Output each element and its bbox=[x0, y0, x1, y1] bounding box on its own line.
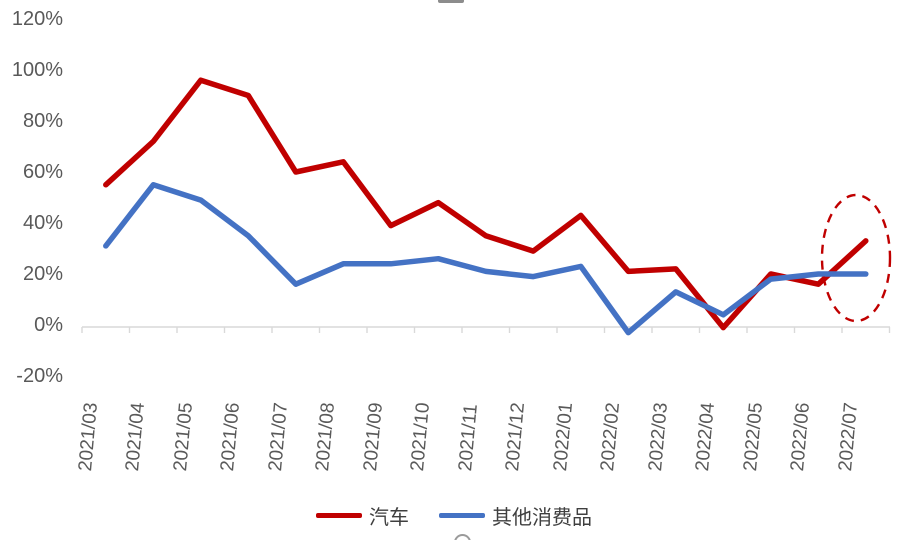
y-tick-label: 0% bbox=[34, 313, 63, 336]
y-tick-label: 20% bbox=[22, 262, 63, 285]
legend-line-sample-autos bbox=[316, 512, 362, 518]
legend: 汽车 其他消费品 bbox=[0, 501, 908, 529]
y-tick-label: 40% bbox=[22, 211, 63, 234]
series-line-other-consumer-goods bbox=[103, 182, 869, 336]
y-tick-label: 60% bbox=[22, 160, 63, 183]
legend-label-other-consumer-goods: 其他消费品 bbox=[492, 506, 592, 529]
x-axis-ticks bbox=[81, 327, 891, 333]
cropped-title-fragment bbox=[438, 0, 464, 3]
y-tick-label: -20% bbox=[16, 364, 63, 387]
legend-line-sample-other-consumer-goods bbox=[439, 512, 485, 518]
legend-entry-other-consumer-goods: 其他消费品 bbox=[439, 501, 592, 530]
y-tick-label: 120% bbox=[11, 7, 63, 30]
legend-label-autos: 汽车 bbox=[369, 506, 409, 529]
y-tick-label: 100% bbox=[11, 58, 63, 81]
highlight-ellipse bbox=[820, 193, 892, 323]
y-tick-label: 80% bbox=[22, 109, 63, 132]
legend-entry-autos: 汽车 bbox=[316, 501, 409, 530]
series-line-autos bbox=[103, 77, 869, 331]
